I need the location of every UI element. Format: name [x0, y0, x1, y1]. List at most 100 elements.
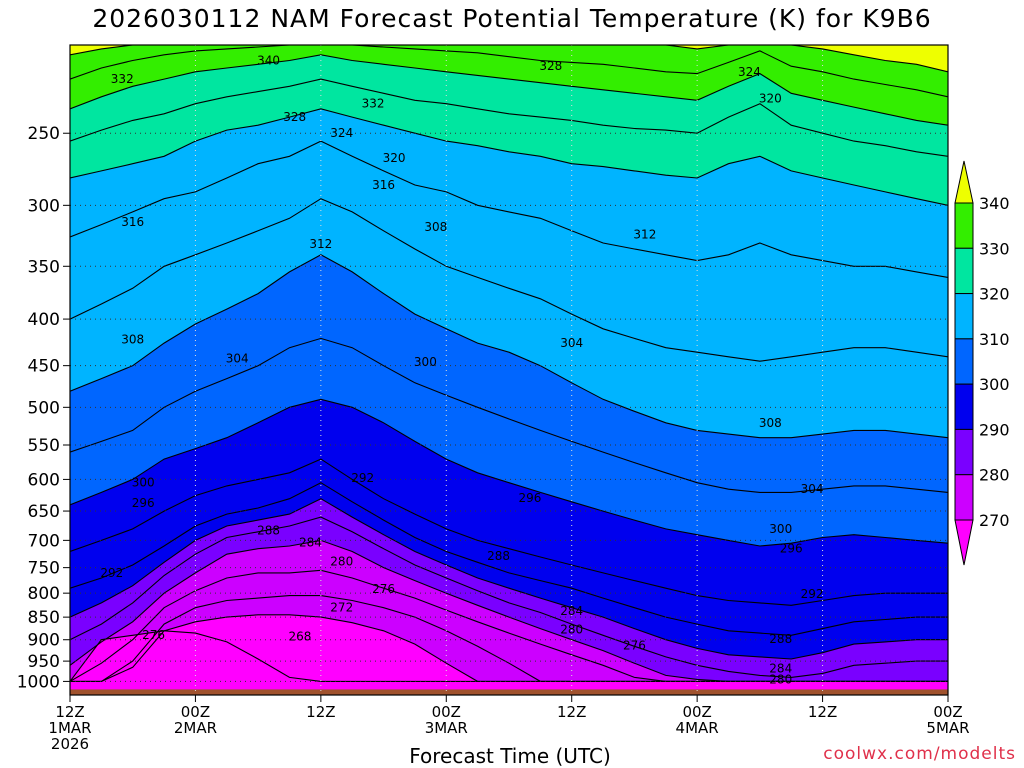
colorbar-box-0 — [954, 202, 974, 249]
contour-label-27: 288 — [487, 549, 510, 563]
contour-label-13: 312 — [633, 228, 656, 242]
colorbar-label-340: 340 — [979, 194, 1010, 213]
y-tick-label-500: 500 — [28, 398, 60, 418]
contour-label-14: 308 — [121, 332, 144, 346]
x-tick-label-24-0: 12Z — [306, 703, 335, 721]
x-tick-label-12-0: 00Z — [181, 703, 210, 721]
x-axis-title: Forecast Time (UTC) — [409, 744, 611, 768]
isentrope-lines — [70, 45, 948, 682]
y-tick-label-450: 450 — [28, 357, 60, 377]
contour-label-35: 276 — [142, 628, 165, 642]
credit-text: coolwx.com/modelts — [823, 744, 1016, 764]
colorbar-box-6 — [954, 474, 974, 521]
isentrope-280 — [70, 539, 948, 682]
y-tick-label-400: 400 — [28, 310, 60, 330]
contour-label-18: 308 — [759, 416, 782, 430]
contour-label-31: 276 — [372, 582, 395, 596]
contour-label-20: 296 — [132, 496, 155, 510]
colorbar-box-5 — [954, 428, 974, 476]
y-tick-label-300: 300 — [28, 196, 60, 216]
isentrope-304 — [70, 337, 948, 493]
plot-frame — [69, 44, 949, 696]
x-tick-label-36-1: 3MAR — [425, 719, 468, 737]
isentrope-300 — [70, 398, 948, 547]
colorbar-box-1 — [954, 247, 974, 295]
contour-label-36: 268 — [288, 630, 311, 644]
isentrope-320 — [70, 108, 948, 206]
x-tick-label-84-0: 00Z — [933, 703, 962, 721]
y-tick-label-1000: 1000 — [17, 672, 60, 692]
isentrope-324 — [70, 78, 948, 157]
colorbar-bottom-triangle — [954, 519, 974, 566]
contour-label-33: 284 — [560, 604, 583, 618]
contour-label-23: 304 — [801, 482, 824, 496]
contour-label-11: 312 — [309, 237, 332, 251]
y-tick-label-900: 900 — [28, 631, 60, 651]
y-tick-label-350: 350 — [28, 257, 60, 277]
y-tick-label-650: 650 — [28, 502, 60, 522]
contour-label-7: 328 — [539, 59, 562, 73]
contour-label-38: 276 — [623, 638, 646, 652]
x-tick-label-0-1: 1MAR — [48, 719, 91, 737]
contour-label-34: 292 — [801, 587, 824, 601]
contour-label-40: 284 — [769, 662, 792, 676]
contour-label-2: 328 — [283, 110, 306, 124]
colorbar-label-310: 310 — [979, 330, 1010, 349]
x-tick-label-0-2: 2026 — [51, 735, 89, 753]
colorbar-label-290: 290 — [979, 420, 1010, 439]
contour-label-6: 316 — [372, 178, 395, 192]
isentrope-288 — [70, 498, 948, 660]
isentrope-284 — [70, 516, 948, 678]
colorbar-label-270: 270 — [979, 511, 1010, 530]
x-tick-label-84-1: 5MAR — [926, 719, 969, 737]
contour-label-21: 292 — [351, 471, 374, 485]
y-tick-label-250: 250 — [28, 124, 60, 144]
colorbar-label-300: 300 — [979, 375, 1010, 394]
contour-label-0: 340 — [257, 54, 280, 68]
y-tick-label-950: 950 — [28, 652, 60, 672]
contour-label-29: 300 — [769, 522, 792, 536]
fill-below-268 — [70, 630, 948, 695]
x-tick-label-0-0: 12Z — [55, 703, 84, 721]
ground-fill — [70, 689, 948, 695]
contour-label-30: 296 — [780, 542, 803, 556]
y-tick-label-700: 700 — [28, 531, 60, 551]
y-tick-label-600: 600 — [28, 470, 60, 490]
contour-label-1: 332 — [111, 72, 134, 86]
x-tick-label-60-1: 4MAR — [676, 719, 719, 737]
y-tick-label-750: 750 — [28, 559, 60, 579]
contour-label-5: 320 — [383, 151, 406, 165]
contour-label-9: 320 — [759, 92, 782, 106]
isentrope-292 — [70, 482, 948, 636]
contour-label-19: 300 — [132, 476, 155, 490]
contour-label-4: 324 — [330, 126, 353, 140]
contour-label-39: 288 — [769, 632, 792, 646]
contour-label-16: 300 — [414, 355, 437, 369]
isentrope-336 — [70, 45, 948, 73]
colorbar-box-2 — [954, 293, 974, 340]
contour-label-41: 280 — [769, 672, 792, 686]
isentrope-308 — [70, 254, 948, 439]
isentrope-332 — [70, 45, 948, 98]
x-tick-label-72-0: 12Z — [808, 703, 837, 721]
contour-label-28: 292 — [100, 566, 123, 580]
colorbar-label-280: 280 — [979, 466, 1010, 485]
contour-label-24: 288 — [257, 524, 280, 538]
y-tick-label-850: 850 — [28, 608, 60, 628]
isentrope-296 — [70, 458, 948, 606]
x-tick-label-12-1: 2MAR — [174, 719, 217, 737]
isentrope-316 — [70, 140, 948, 278]
contour-label-37: 280 — [560, 622, 583, 636]
contour-label-22: 296 — [518, 491, 541, 505]
colorbar-box-3 — [954, 338, 974, 385]
grid-lines — [70, 45, 948, 695]
contour-label-12: 308 — [424, 220, 447, 234]
contour-label-26: 280 — [330, 554, 353, 568]
isentrope-312 — [70, 198, 948, 362]
contour-label-15: 304 — [226, 352, 249, 366]
x-tick-label-60-0: 00Z — [682, 703, 711, 721]
x-tick-label-36-0: 00Z — [432, 703, 461, 721]
contour-label-25: 284 — [299, 536, 322, 550]
contour-label-32: 272 — [330, 601, 353, 615]
